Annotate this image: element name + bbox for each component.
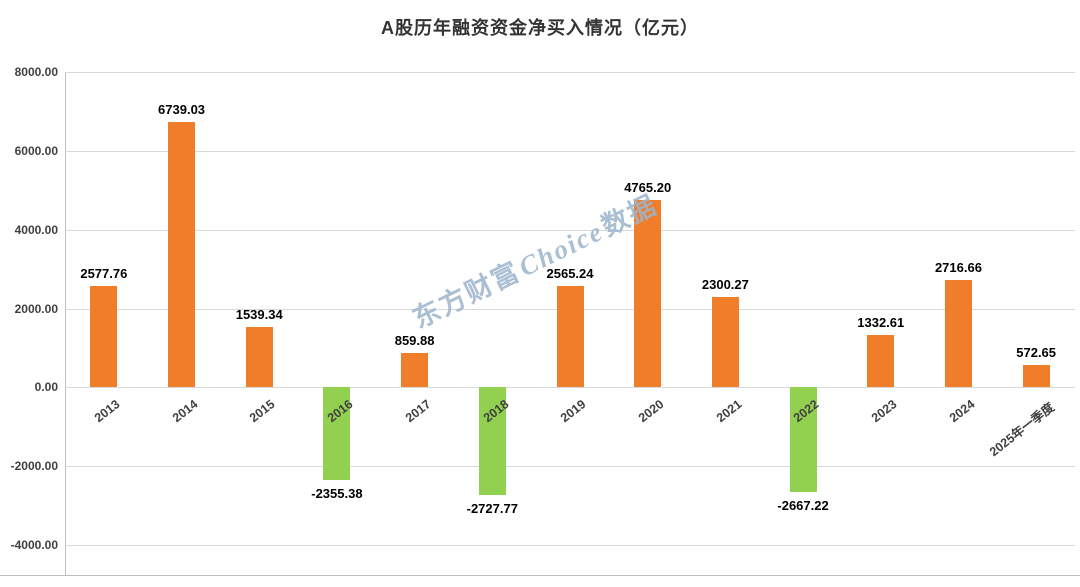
gridline — [65, 387, 1075, 389]
watermark-prefix: 东方财富 — [408, 256, 526, 334]
bar — [634, 199, 662, 388]
bar — [1022, 364, 1050, 388]
x-tick-label: 2025年一季度 — [987, 400, 1058, 460]
bar-value-label: 2716.66 — [934, 260, 982, 276]
bar-value-label: 4765.20 — [624, 179, 672, 195]
x-tick-label: 2024 — [946, 397, 978, 426]
x-tick-label: 2019 — [558, 397, 589, 426]
x-tick-label: 2014 — [169, 397, 201, 426]
bar-value-label: 859.88 — [394, 333, 435, 349]
gridline — [65, 150, 1075, 152]
bar-value-label: 572.65 — [1016, 344, 1057, 360]
gridline — [65, 466, 1075, 468]
bar — [401, 353, 429, 388]
gridline — [65, 545, 1075, 546]
chart-bottom-border — [0, 575, 1080, 576]
bar — [867, 334, 895, 388]
x-tick-label: 2015 — [247, 397, 278, 426]
bar-value-label: 1539.34 — [235, 306, 283, 322]
y-tick-label: -2000.00 — [10, 459, 58, 474]
y-tick-label: -4000.00 — [10, 538, 58, 552]
bar-value-label: -2727.77 — [466, 500, 518, 516]
bar — [478, 387, 506, 495]
bar-value-label: 2300.27 — [701, 276, 749, 292]
bar — [944, 280, 972, 388]
bar — [556, 286, 584, 388]
bar — [90, 285, 118, 388]
bar-value-label: -2355.38 — [311, 486, 363, 502]
y-tick-label: 0.00 — [34, 380, 58, 395]
bar-value-label: 1332.61 — [857, 314, 905, 330]
y-tick-label: 4000.00 — [14, 222, 58, 237]
bar-value-label: 2577.76 — [80, 265, 128, 281]
y-tick-label: 2000.00 — [14, 301, 58, 316]
bar — [789, 387, 817, 493]
y-tick-label: 8000.00 — [14, 65, 58, 79]
x-tick-label: 2013 — [91, 397, 123, 426]
x-tick-label: 2021 — [713, 397, 745, 426]
y-tick-label: 6000.00 — [14, 143, 58, 158]
x-tick-label: 2020 — [635, 397, 667, 426]
bar — [168, 121, 196, 388]
bar-value-label: 6739.03 — [158, 101, 206, 117]
bar-value-label: -2667.22 — [777, 498, 829, 514]
watermark: 东方财富Choice数据 — [405, 183, 663, 336]
chart-title: A股历年融资资金净买入情况（亿元） — [381, 18, 699, 38]
bar — [711, 296, 739, 388]
x-tick-label: 2023 — [868, 397, 900, 426]
bar — [245, 326, 273, 388]
gridline — [65, 72, 1075, 73]
gridline — [65, 229, 1075, 231]
y-axis-line — [65, 72, 66, 576]
bar — [323, 387, 351, 481]
x-tick-label: 2017 — [402, 397, 434, 426]
bar-value-label: 2565.24 — [546, 266, 594, 282]
